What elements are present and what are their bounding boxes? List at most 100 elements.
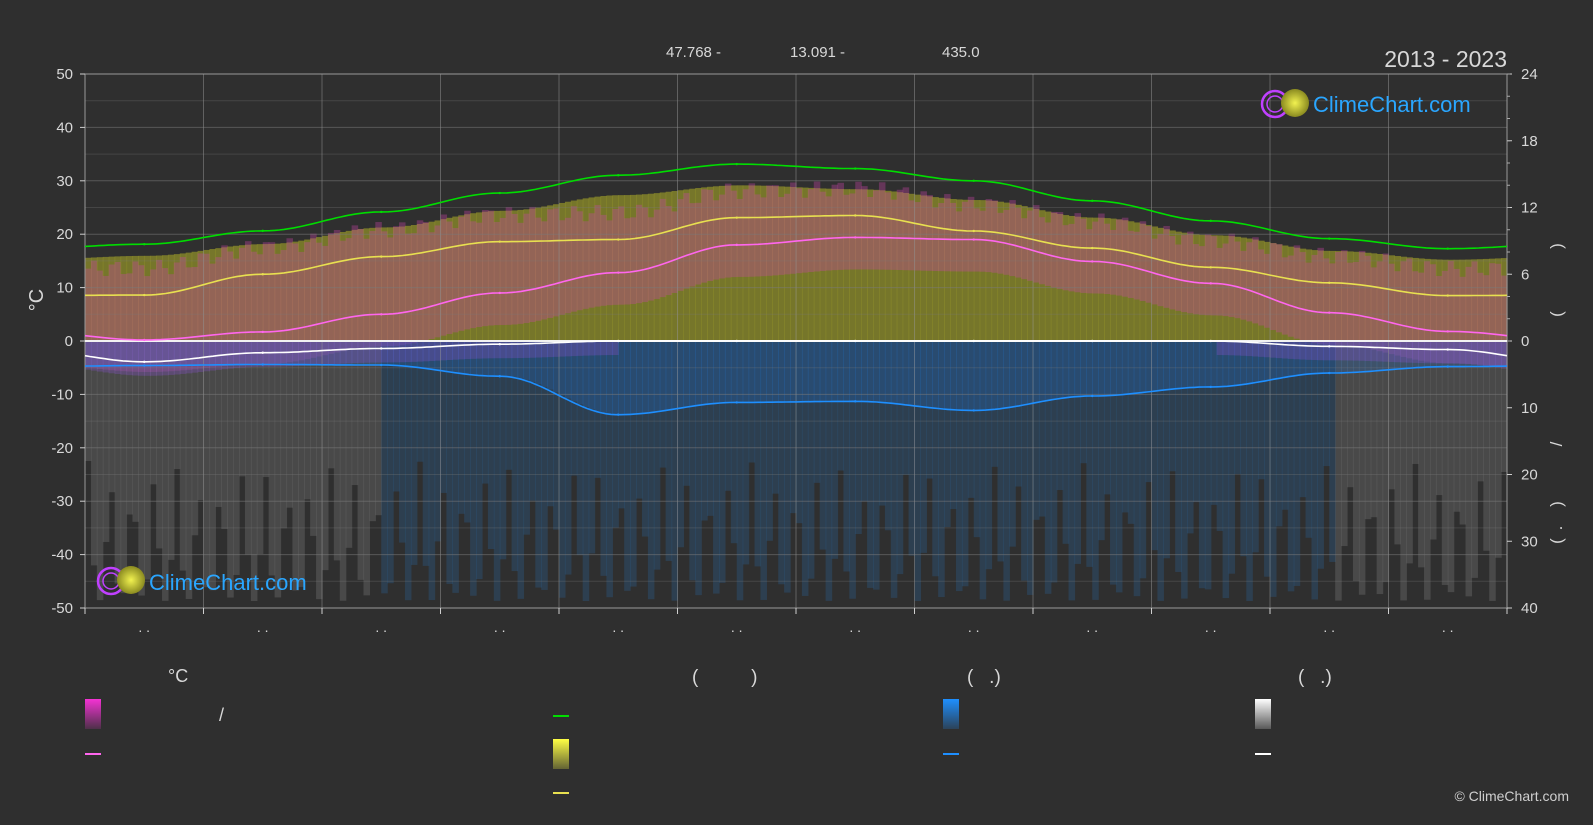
rain-band-strip (997, 341, 1004, 410)
temp-band-strip (369, 231, 376, 347)
rain-band-strip (547, 341, 554, 390)
temp-band-strip (665, 206, 673, 296)
sun-band-strip (594, 196, 602, 341)
snow-band-strip (1382, 341, 1390, 362)
right-axis-hours-label: 0 (1521, 333, 1529, 350)
rain-band-strip (90, 341, 98, 367)
sun-band-strip (564, 201, 572, 341)
sun-band-strip (1376, 253, 1384, 341)
sun-band-strip (588, 197, 596, 341)
sun-band-strip (1335, 250, 1342, 341)
sun-band-strip (1234, 236, 1241, 341)
rain-band-strip (1216, 341, 1224, 387)
rain-band-strip (410, 341, 418, 565)
temp-band-strip (96, 270, 104, 370)
temp-band-strip (470, 221, 477, 329)
snow-band-strip (553, 341, 560, 357)
legend-header-rain: ( .) (967, 667, 1001, 688)
rain-band-strip (1110, 341, 1117, 396)
sun-band-strip (778, 186, 785, 341)
temp-band-strip (618, 206, 625, 305)
temp-band-strip (878, 182, 886, 270)
sun-band-strip (221, 247, 228, 341)
snow-band-strip (600, 341, 607, 356)
rain-line-point (972, 409, 975, 412)
snow-band-strip (547, 341, 554, 358)
rain-band-strip (464, 341, 471, 374)
rain-band-strip (961, 341, 969, 411)
rain-band-strip (1169, 341, 1176, 472)
sun-band-strip (576, 199, 584, 341)
temp-band-strip (843, 194, 850, 270)
temp-band-strip (529, 206, 536, 323)
sun-band-strip (861, 189, 868, 341)
snow-band-strip (244, 341, 252, 368)
snow-line-point (1328, 345, 1331, 348)
sun-band-strip (849, 189, 856, 341)
snow-band-strip (1376, 341, 1384, 362)
sun-band-strip (1465, 259, 1473, 341)
sun-band-strip (1139, 223, 1147, 341)
rain-band-strip (985, 341, 993, 411)
rain-band-strip (754, 341, 762, 567)
temp-band-strip (221, 245, 228, 367)
rain-band-strip (1068, 341, 1076, 601)
temp-band-strip (837, 182, 844, 270)
rain-band-strip (1151, 341, 1159, 551)
temp-band-strip (535, 217, 542, 321)
snow-band-strip (481, 341, 489, 359)
logo-text: ClimeChart.com (1313, 92, 1471, 117)
rain-band-strip (837, 341, 844, 471)
snow-band-strip (1317, 341, 1324, 361)
rain-band-strip (1121, 341, 1129, 395)
snow-band-strip (274, 341, 282, 598)
rain-band-strip (333, 341, 341, 365)
rain-band-strip (416, 341, 424, 462)
sun-band-strip (1347, 251, 1354, 341)
rain-band-strip (1441, 341, 1449, 367)
snow-band-strip (286, 341, 293, 367)
rain-band-strip (499, 341, 507, 560)
sun-band-strip (85, 257, 92, 341)
rain-band-strip (819, 341, 827, 402)
sun-band-strip (185, 252, 193, 341)
rain-line-point (854, 400, 857, 403)
sun-band-strip (487, 211, 495, 341)
temp-band-strip (85, 268, 92, 368)
sun-band-strip (357, 229, 365, 341)
rain-band-strip (511, 341, 519, 378)
rain-band-strip (701, 341, 708, 405)
rain-band-strip (1038, 341, 1046, 403)
snow-band-strip (1275, 341, 1283, 359)
rain-band-strip (570, 341, 578, 402)
rain-band-strip (440, 341, 448, 371)
snow-band-strip (262, 341, 270, 478)
sun-band-strip (114, 256, 122, 341)
snow-band-strip (310, 341, 317, 536)
sun-band-strip (1074, 216, 1081, 341)
temp-band-strip (707, 189, 714, 281)
snow-band-strip (464, 341, 471, 360)
temp-band-strip (873, 190, 880, 270)
temp-band-strip (1388, 263, 1396, 355)
sun-band-strip (1038, 210, 1046, 341)
rain-band-strip (476, 341, 483, 580)
temp-band-strip (363, 238, 370, 348)
rain-band-strip (938, 341, 945, 598)
sun-band-strip (1341, 251, 1348, 341)
rain-band-strip (849, 341, 856, 599)
rain-band-strip (677, 341, 685, 548)
rain-band-strip (1216, 341, 1224, 531)
rain-band-strip (831, 341, 839, 402)
snow-band-strip (1358, 341, 1366, 595)
rain-band-strip (612, 341, 619, 528)
sun-band-strip (1270, 243, 1277, 341)
rain-band-strip (1210, 341, 1218, 387)
rain-band-strip (422, 341, 430, 369)
climechart-logo-bottom: ClimeChart.com (96, 566, 307, 596)
logo-ring-icon (1266, 95, 1284, 113)
snow-band-strip (594, 341, 602, 356)
temp-band-strip (286, 238, 293, 363)
rain-band-strip (167, 341, 175, 366)
temp-band-strip (807, 189, 815, 273)
